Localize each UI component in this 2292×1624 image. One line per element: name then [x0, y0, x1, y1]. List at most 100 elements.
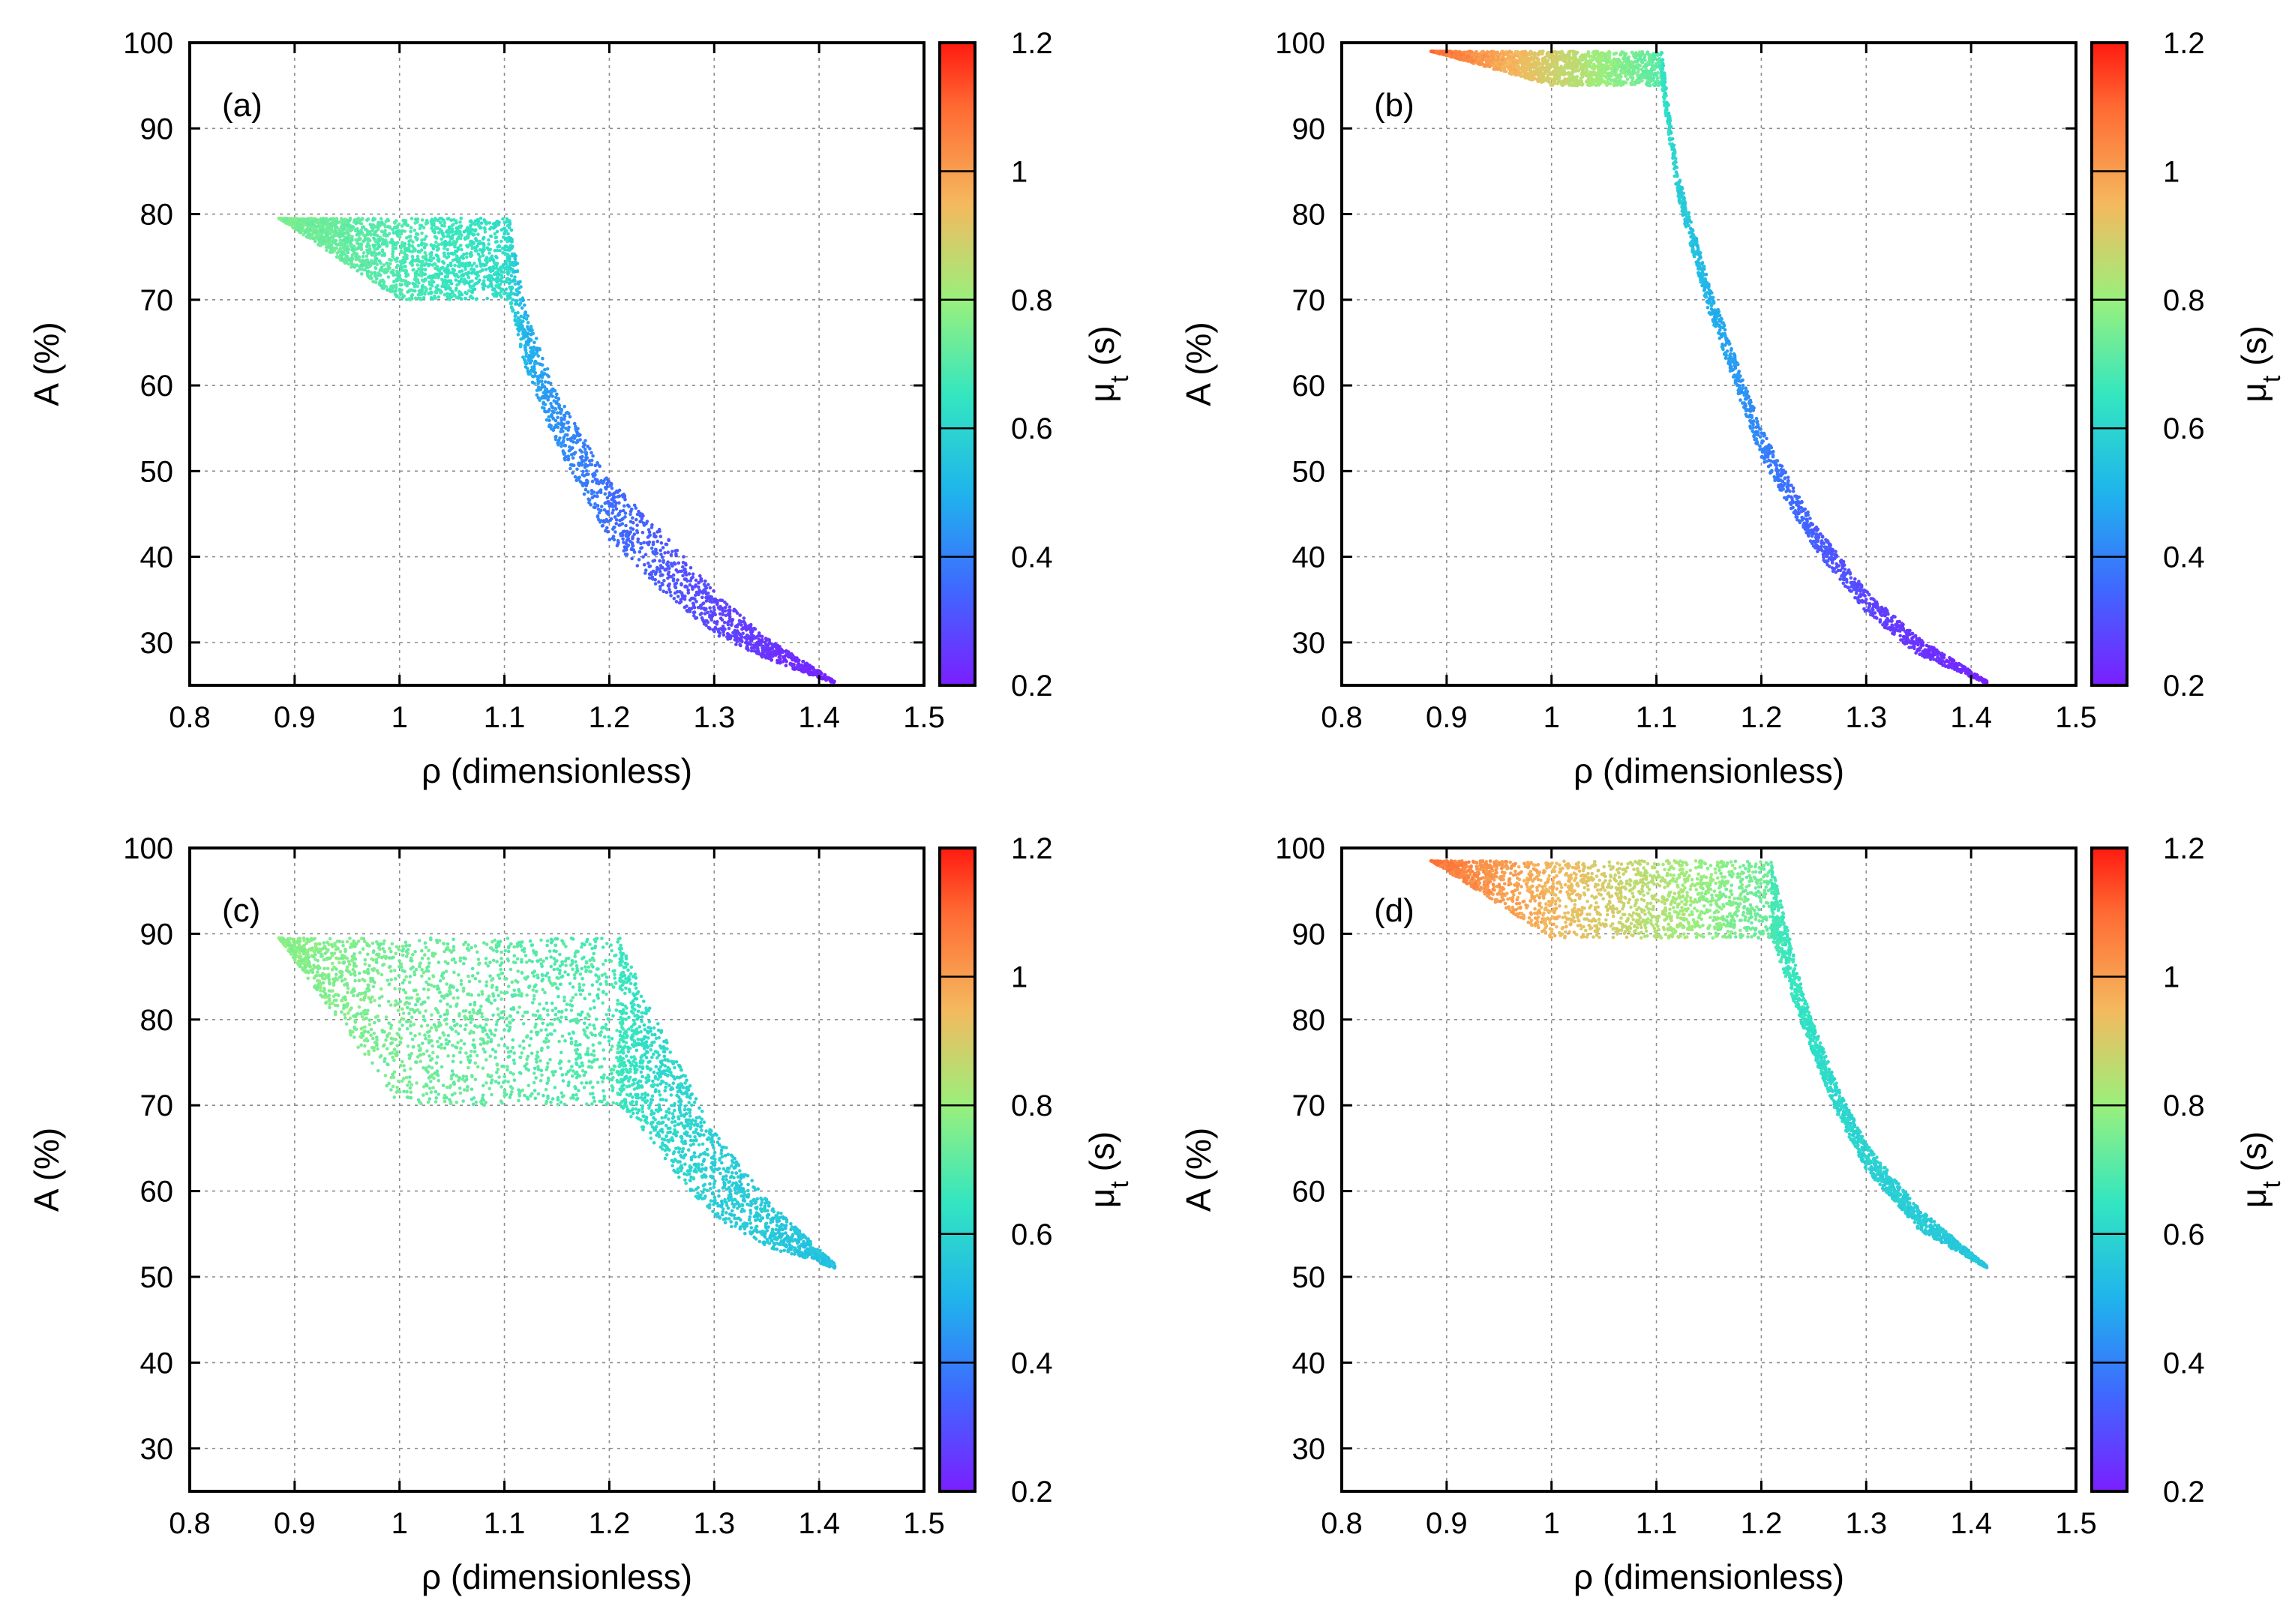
data-point: [458, 220, 462, 224]
data-point: [386, 264, 391, 268]
data-point: [414, 217, 418, 221]
data-point: [661, 573, 664, 577]
scatter-points: [277, 216, 836, 685]
data-point: [497, 283, 501, 287]
data-point: [709, 610, 713, 613]
data-point: [399, 246, 403, 250]
data-point: [433, 219, 436, 223]
data-point: [550, 390, 554, 394]
data-point: [440, 271, 444, 276]
data-point: [384, 270, 388, 274]
data-point: [452, 217, 456, 222]
data-point: [708, 627, 712, 631]
data-point: [466, 226, 470, 230]
data-point: [583, 465, 587, 469]
data-point: [1652, 82, 1655, 86]
data-point: [578, 455, 583, 460]
data-point: [411, 240, 415, 244]
data-point: [724, 613, 728, 618]
data-point: [410, 217, 414, 220]
data-point: [404, 274, 408, 278]
data-point: [306, 217, 310, 222]
data-point: [359, 247, 364, 251]
data-point: [302, 220, 305, 223]
data-point: [422, 237, 427, 241]
data-point: [450, 289, 454, 294]
data-point: [697, 581, 700, 585]
data-point: [358, 218, 363, 222]
data-point: [568, 415, 572, 419]
data-point: [422, 242, 427, 246]
data-point: [483, 283, 487, 288]
data-point: [390, 238, 394, 241]
data-point: [358, 221, 362, 225]
data-point: [389, 285, 393, 289]
data-point: [676, 561, 681, 565]
data-point: [706, 595, 710, 599]
data-point: [416, 263, 420, 267]
data-point: [358, 267, 362, 271]
data-point: [391, 255, 394, 259]
data-point: [351, 225, 355, 229]
data-point: [689, 576, 694, 580]
data-point: [614, 504, 617, 508]
data-point: [458, 256, 461, 261]
data-point: [612, 538, 616, 542]
data-point: [422, 255, 426, 259]
data-point: [411, 258, 415, 262]
data-point: [526, 325, 530, 329]
data-point: [658, 559, 662, 563]
data-point: [637, 558, 641, 562]
data-point: [380, 237, 385, 241]
data-point: [359, 228, 363, 232]
data-point: [458, 244, 463, 248]
data-point: [468, 280, 472, 284]
data-point: [698, 605, 703, 609]
data-point: [494, 294, 499, 298]
data-point: [602, 508, 607, 512]
data-point: [622, 504, 626, 508]
data-point: [537, 388, 541, 392]
data-point: [598, 464, 602, 468]
data-point: [422, 295, 426, 300]
data-point: [416, 296, 421, 301]
data-point: [622, 495, 627, 499]
data-point: [497, 244, 501, 248]
data-point: [650, 546, 654, 550]
data-point: [508, 255, 512, 259]
data-point: [1618, 52, 1622, 57]
data-point: [674, 586, 678, 590]
data-point: [422, 245, 427, 250]
data-point: [737, 619, 742, 623]
data-point: [328, 217, 333, 221]
data-point: [339, 253, 344, 257]
data-point: [732, 609, 736, 613]
data-point: [545, 367, 550, 371]
colorbar-tick-label: 1.2: [1011, 27, 1053, 60]
data-point: [820, 676, 825, 679]
data-point: [338, 235, 343, 239]
data-point: [581, 445, 586, 449]
data-point: [565, 421, 569, 424]
data-point: [490, 284, 494, 289]
data-point: [481, 253, 485, 258]
x-axis-label: ρ (dimensionless): [422, 751, 692, 790]
data-point: [502, 270, 506, 274]
data-point: [418, 226, 422, 231]
data-point: [738, 613, 742, 617]
data-point: [482, 241, 485, 246]
data-point: [498, 249, 502, 253]
data-point: [511, 298, 514, 302]
data-point: [764, 656, 768, 660]
data-point: [452, 268, 457, 272]
data-point: [420, 278, 424, 283]
data-point: [543, 409, 547, 413]
data-point: [352, 263, 356, 267]
data-point: [395, 241, 400, 244]
data-point: [603, 486, 608, 490]
data-point: [572, 421, 577, 426]
data-point: [611, 508, 615, 512]
plot-frame: [188, 41, 926, 687]
data-point: [404, 271, 408, 275]
data-point: [376, 227, 380, 232]
